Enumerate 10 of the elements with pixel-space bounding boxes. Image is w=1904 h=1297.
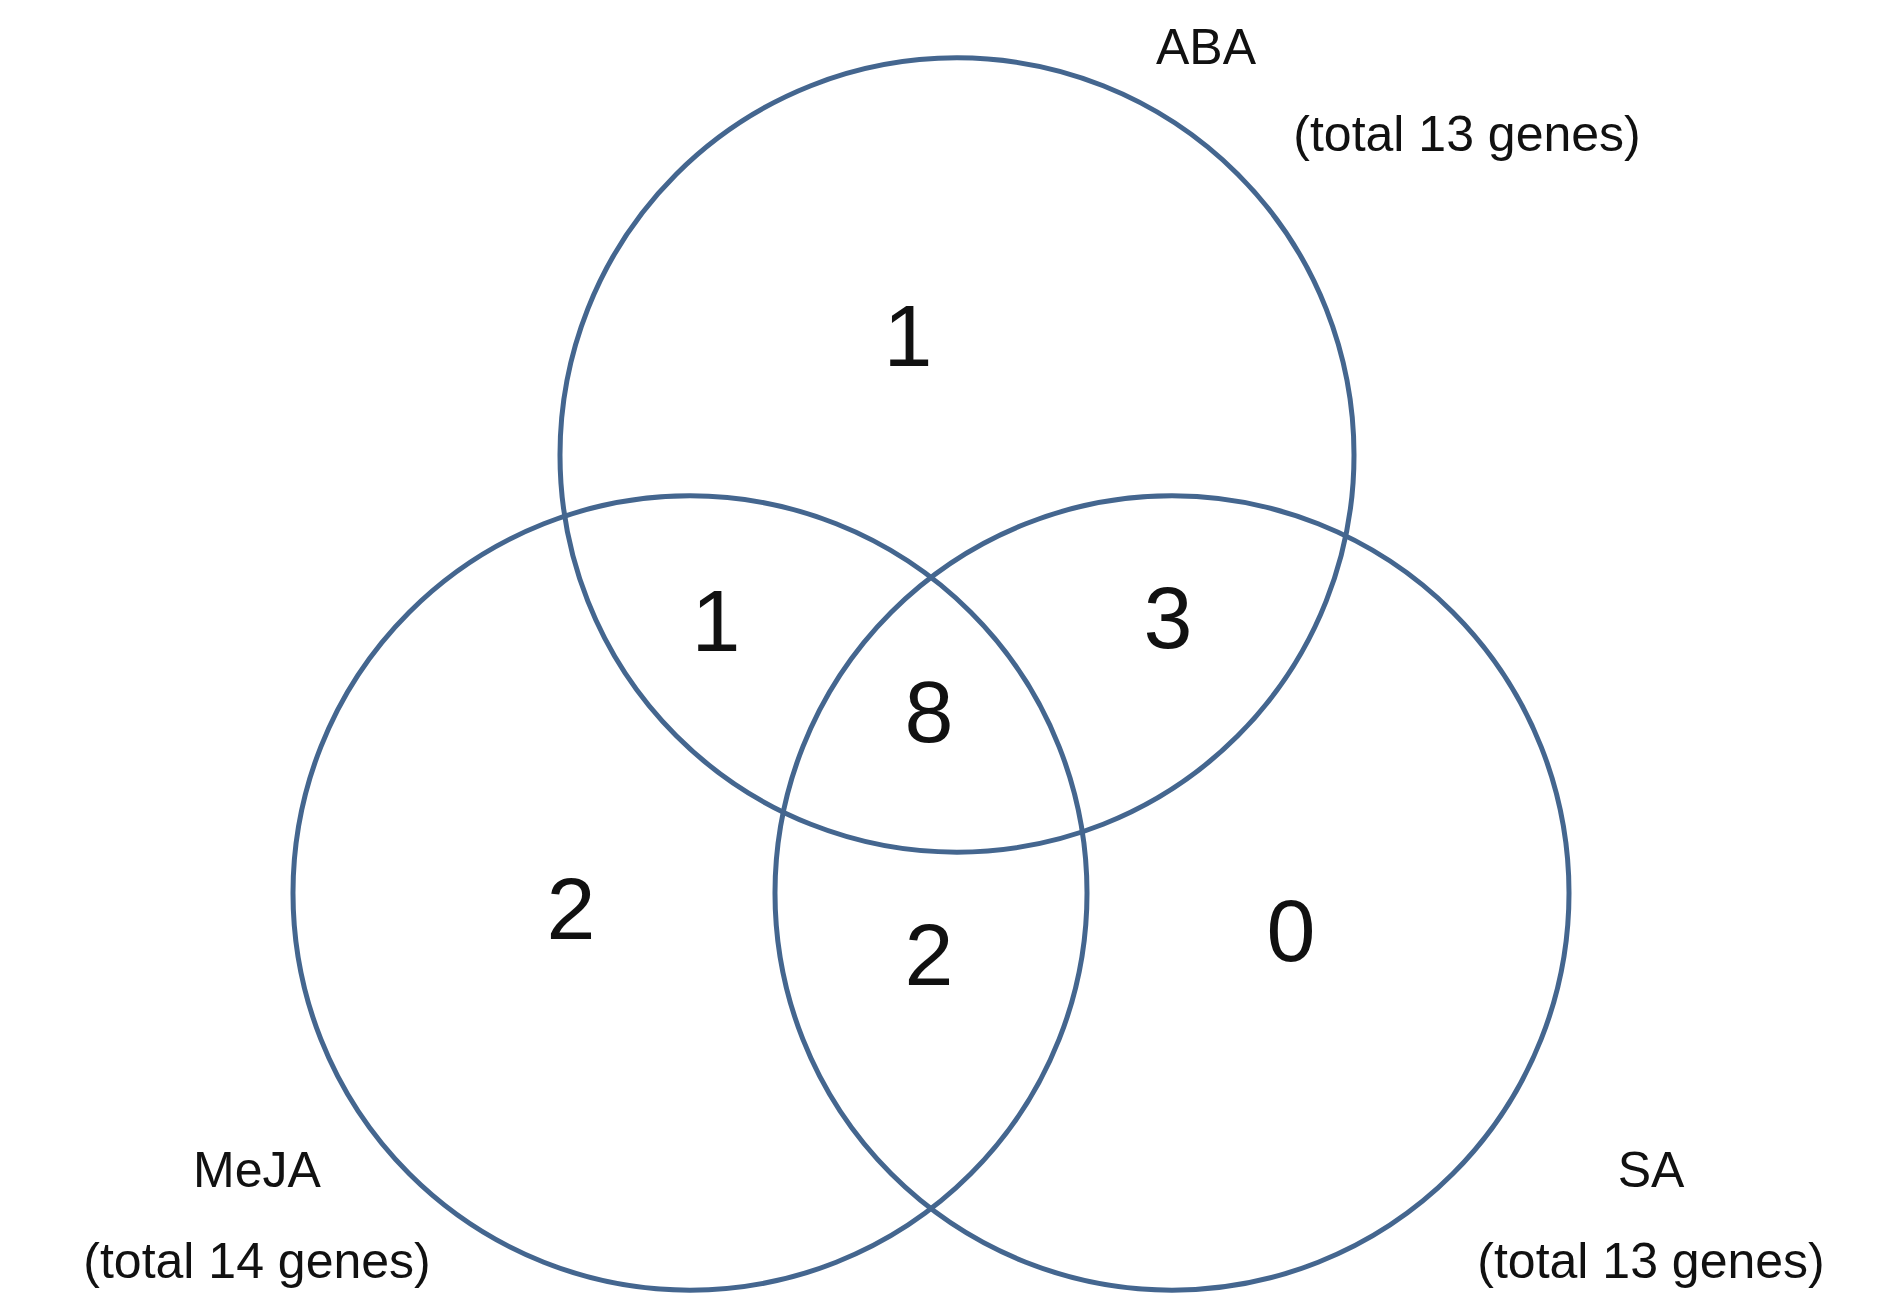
data-label: 0 (1266, 881, 1316, 980)
text: SA (total 13 genes) (1477, 1142, 1825, 1289)
data-label: 3 (1143, 568, 1193, 667)
data-label: 2 (546, 859, 596, 958)
text: MeJA (total 14 genes) (83, 1142, 431, 1289)
data-label: 1 (883, 286, 933, 385)
data-label: 2 (904, 905, 954, 1004)
data-label: 8 (904, 662, 954, 761)
text: ABA (total 13 genes) (1155, 19, 1641, 162)
data-label: 1 (691, 571, 741, 670)
